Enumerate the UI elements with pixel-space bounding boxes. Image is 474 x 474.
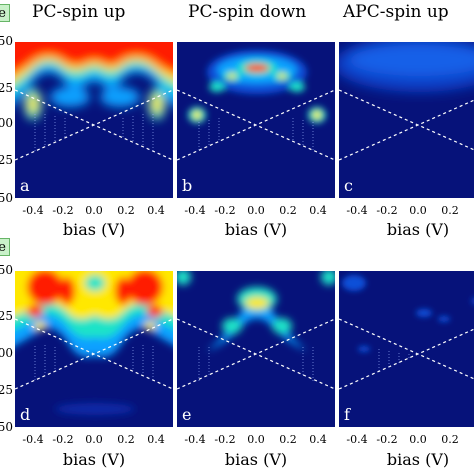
heatmap-panel-a: a [15,42,173,198]
column-title-pc-spin-up: PC-spin up [32,2,126,22]
y-tick: 25 [0,153,13,167]
y-tick: 25 [0,309,13,323]
y-tick: 50 [0,420,13,434]
x-axis-label: bias (V) [62,220,126,239]
row-tag-bottom: e [0,238,10,256]
y-tick: 25 [0,383,13,397]
x-tick: 0.2 [441,204,459,217]
heatmap-panel-f: f [339,271,474,427]
y-tick: 00 [0,116,13,130]
heatmap-panel-c: c [339,42,474,198]
heatmap-panel-e: e [177,271,335,427]
x-tick: -0.2 [52,433,74,446]
x-axis-label: bias (V) [386,220,450,239]
x-tick: 0.4 [147,204,165,217]
x-tick: 0.4 [309,433,327,446]
x-tick: -0.2 [214,204,236,217]
heatmap-panel-d: d [15,271,173,427]
x-tick: -0.2 [376,433,398,446]
heatmap-panel-b: b [177,42,335,198]
x-tick: 0.0 [247,204,265,217]
column-title-apc-spin-up: APC-spin up [343,2,449,22]
y-tick: 00 [0,346,13,360]
panel-label-c: c [344,176,353,195]
x-tick: 0.0 [409,204,427,217]
y-tick: 50 [0,191,13,205]
x-tick: 0.4 [147,433,165,446]
x-tick: 0.4 [309,204,327,217]
y-tick: 50 [0,34,13,48]
x-tick: 0.2 [117,433,135,446]
x-tick: 0.0 [247,433,265,446]
row-tag-top: e [0,4,10,22]
panel-label-a: a [20,176,30,195]
column-title-pc-spin-down: PC-spin down [188,2,307,22]
x-tick: -0.2 [376,204,398,217]
panel-label-d: d [20,405,31,424]
x-tick: -0.4 [22,204,44,217]
x-tick: -0.2 [214,433,236,446]
panel-label-b: b [182,176,193,195]
panel-label-f: f [344,405,350,424]
x-tick: 0.2 [279,204,297,217]
x-axis-label: bias (V) [224,220,288,239]
x-axis-label: bias (V) [224,450,288,469]
panel-label-e: e [182,405,192,424]
x-tick: 0.0 [409,433,427,446]
x-tick: 0.2 [279,433,297,446]
y-tick: 50 [0,263,13,277]
x-tick: 0.0 [85,204,103,217]
x-tick: -0.4 [184,204,206,217]
x-axis-label: bias (V) [386,450,450,469]
x-tick: 0.0 [85,433,103,446]
x-tick: -0.4 [22,433,44,446]
x-axis-label: bias (V) [62,450,126,469]
x-tick: -0.4 [346,433,368,446]
x-tick: -0.2 [52,204,74,217]
y-tick: 25 [0,81,13,95]
x-tick: -0.4 [184,433,206,446]
x-tick: -0.4 [346,204,368,217]
x-tick: 0.2 [441,433,459,446]
x-tick: 0.2 [117,204,135,217]
